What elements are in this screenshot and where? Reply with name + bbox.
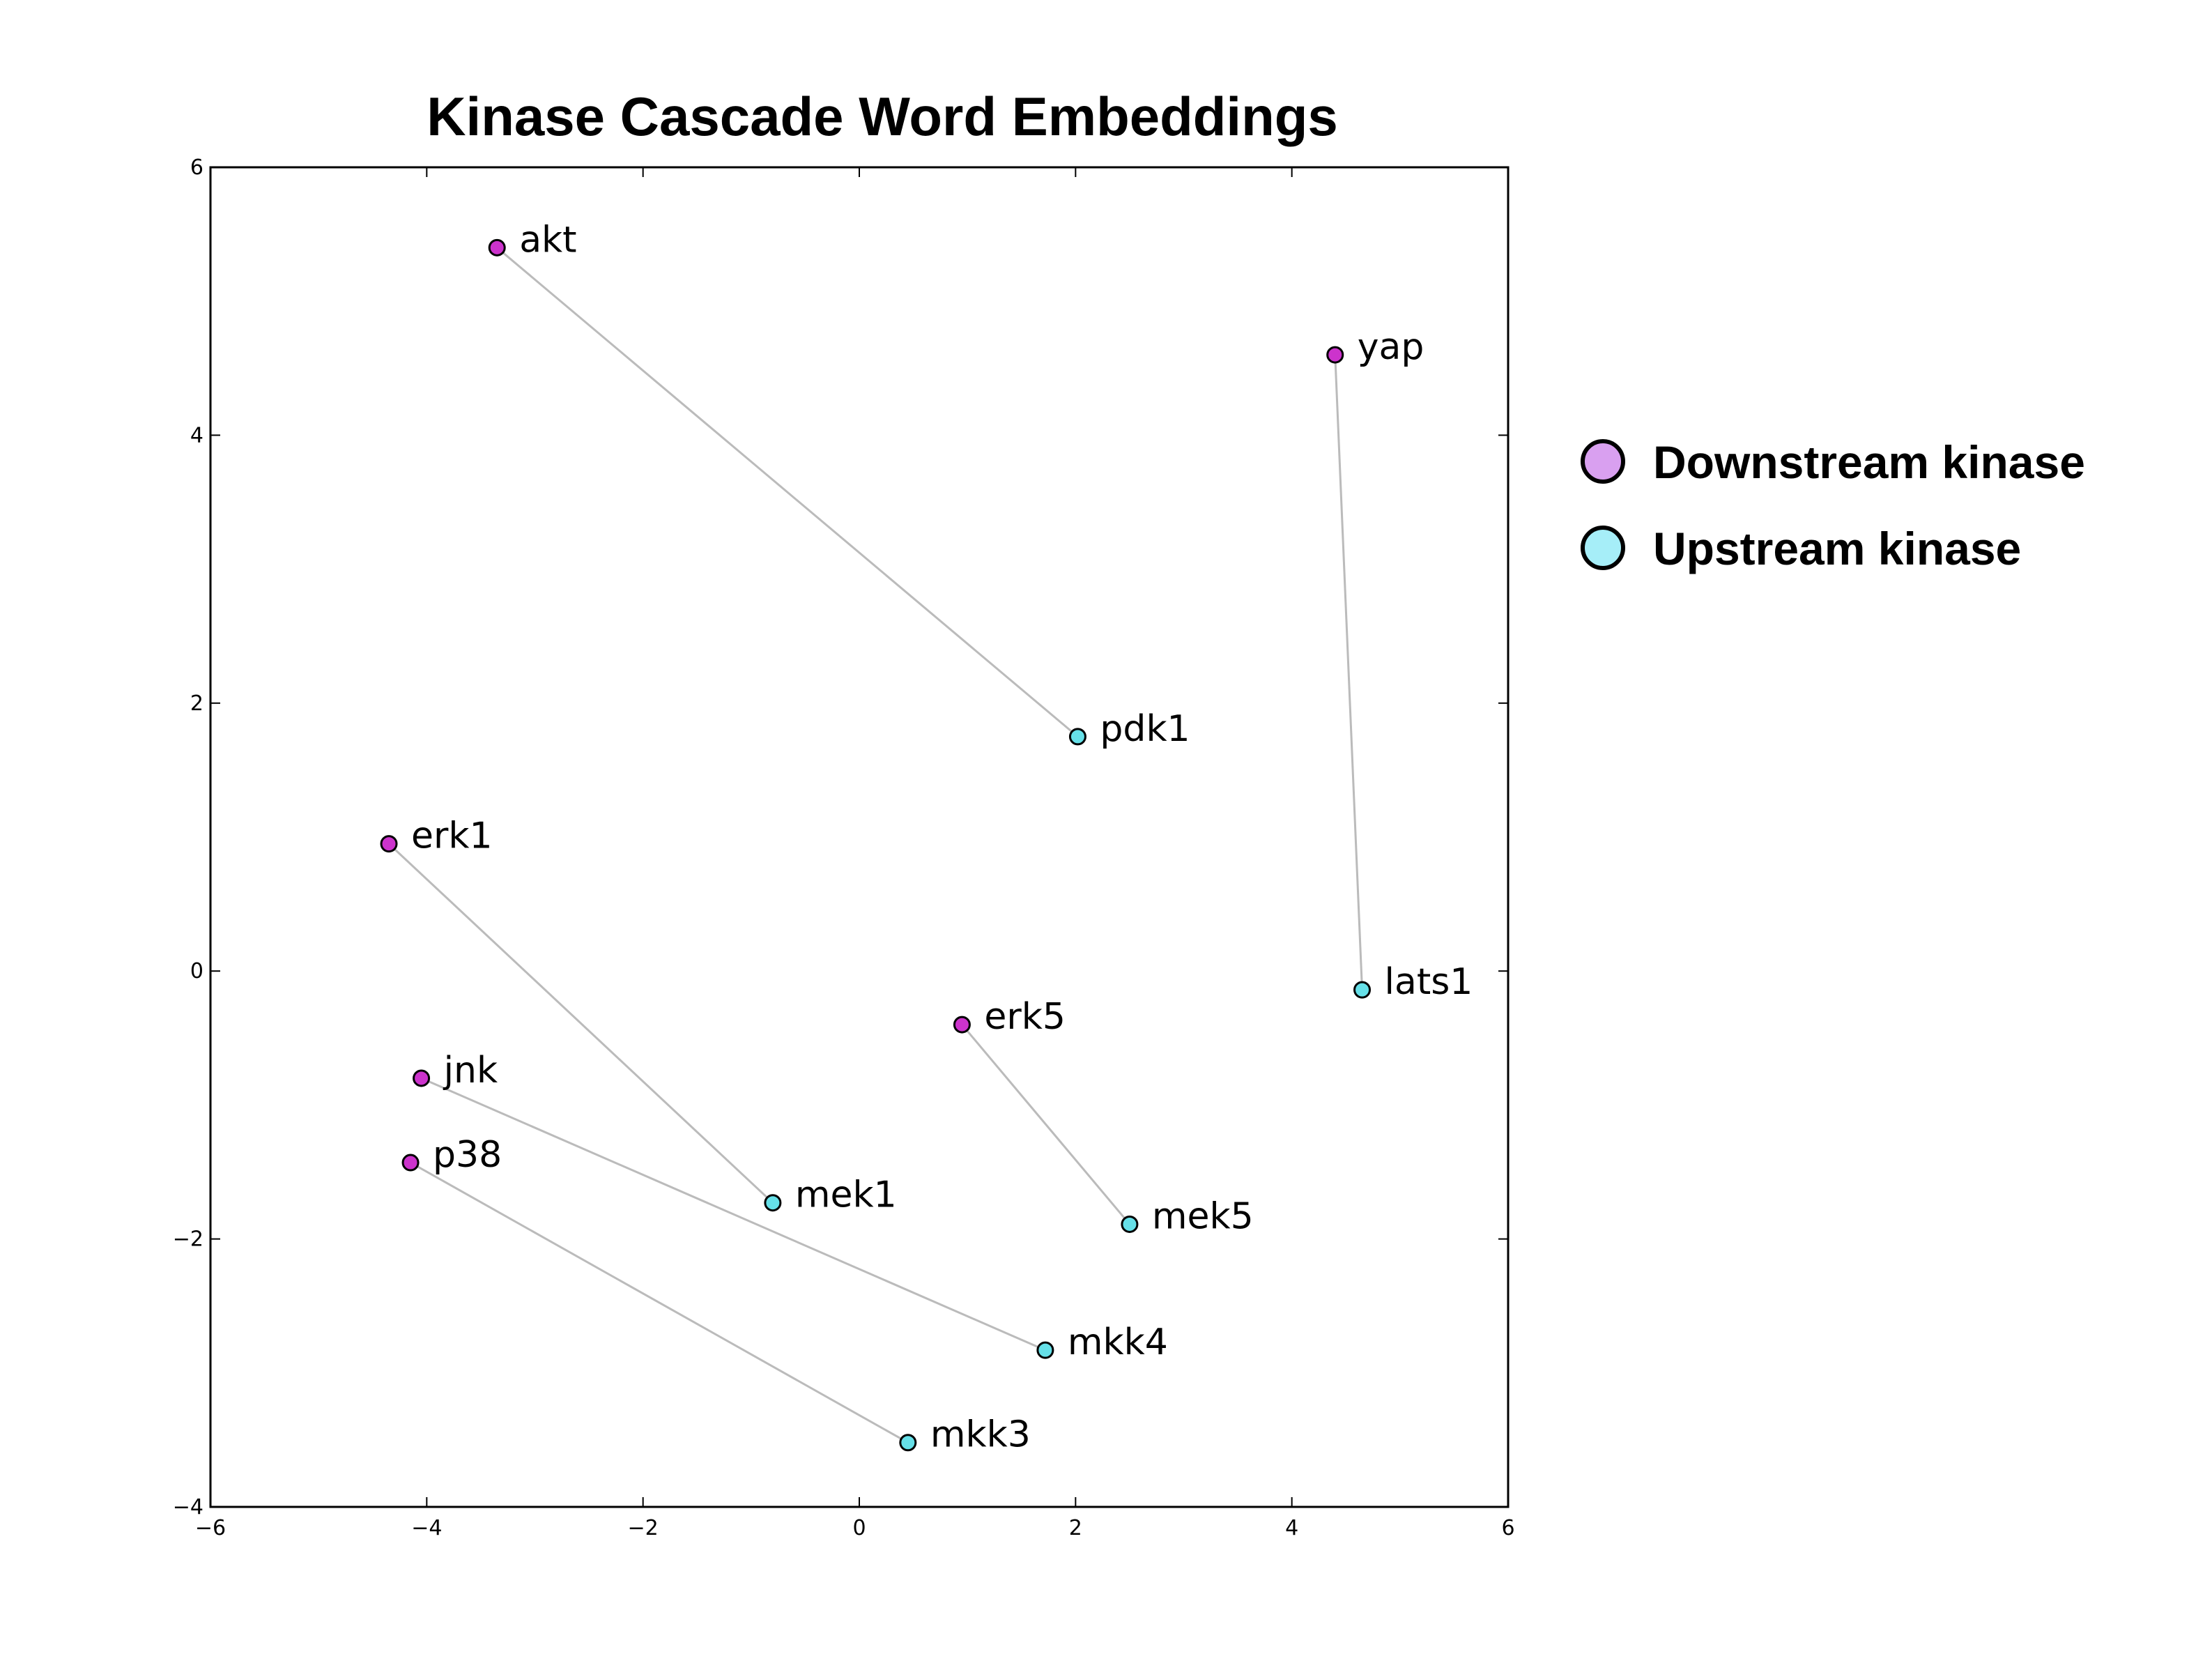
plot-area-frame bbox=[209, 166, 1510, 1508]
link-erk1-mek1 bbox=[388, 843, 774, 1204]
point-pdk1 bbox=[1068, 728, 1086, 746]
link-lines bbox=[388, 247, 1364, 1444]
point-label-lats1: lats1 bbox=[1385, 961, 1473, 1003]
legend-label-1: Upstream kinase bbox=[1653, 523, 2021, 574]
point-label-akt: akt bbox=[519, 219, 576, 261]
chart-title: Kinase Cascade Word Embeddings bbox=[427, 86, 1338, 147]
y-tick-label: −2 bbox=[173, 1227, 203, 1252]
point-label-mek5: mek5 bbox=[1152, 1195, 1254, 1237]
legend: Downstream kinase Upstream kinase bbox=[1581, 436, 2085, 574]
y-tick-label: 0 bbox=[190, 959, 203, 983]
point-mkk4 bbox=[1036, 1341, 1054, 1359]
point-erk5 bbox=[953, 1016, 971, 1034]
link-yap-lats1 bbox=[1334, 355, 1364, 990]
data-points: akt yap erk1 erk5 jnk p38 pdk1 lats1 mek1 mek5 mkk… bbox=[380, 219, 1473, 1456]
point-label-p38: p38 bbox=[433, 1134, 502, 1176]
point-label-mkk4: mkk4 bbox=[1068, 1322, 1168, 1363]
x-tick-label: 0 bbox=[852, 1516, 866, 1540]
legend-marker-0 bbox=[1581, 439, 1625, 484]
x-tick-label: 6 bbox=[1501, 1516, 1514, 1540]
point-label-jnk: jnk bbox=[443, 1050, 498, 1091]
x-tick-label: −2 bbox=[628, 1516, 659, 1540]
x-tick-label: 4 bbox=[1285, 1516, 1298, 1540]
y-tick-label: 4 bbox=[190, 423, 203, 447]
legend-marker-1 bbox=[1581, 526, 1625, 570]
point-yap bbox=[1326, 346, 1344, 364]
point-label-mkk3: mkk3 bbox=[930, 1414, 1031, 1456]
point-label-erk5: erk5 bbox=[984, 996, 1066, 1038]
x-tick-label: −4 bbox=[411, 1516, 442, 1540]
point-label-pdk1: pdk1 bbox=[1100, 708, 1190, 750]
y-tick-label: 2 bbox=[190, 691, 203, 716]
point-erk1 bbox=[380, 835, 398, 853]
point-mek5 bbox=[1121, 1215, 1139, 1233]
link-erk5-mek5 bbox=[961, 1024, 1131, 1225]
point-label-erk1: erk1 bbox=[411, 815, 493, 857]
legend-label-0: Downstream kinase bbox=[1653, 436, 2085, 488]
y-tick-label: 6 bbox=[190, 155, 203, 180]
link-jnk-mkk4 bbox=[420, 1077, 1046, 1351]
point-p38 bbox=[401, 1154, 420, 1172]
x-tick-label: −6 bbox=[195, 1516, 226, 1540]
point-label-yap: yap bbox=[1358, 326, 1424, 368]
point-jnk bbox=[413, 1069, 431, 1087]
link-akt-pdk1 bbox=[496, 247, 1079, 737]
point-mkk3 bbox=[899, 1434, 917, 1452]
point-mek1 bbox=[764, 1194, 782, 1212]
point-akt bbox=[488, 238, 506, 256]
y-tick-label: −4 bbox=[173, 1495, 203, 1519]
point-label-mek1: mek1 bbox=[795, 1174, 897, 1216]
point-lats1 bbox=[1353, 981, 1372, 999]
link-p38-mkk3 bbox=[410, 1161, 909, 1444]
x-tick-label: 2 bbox=[1069, 1516, 1082, 1540]
